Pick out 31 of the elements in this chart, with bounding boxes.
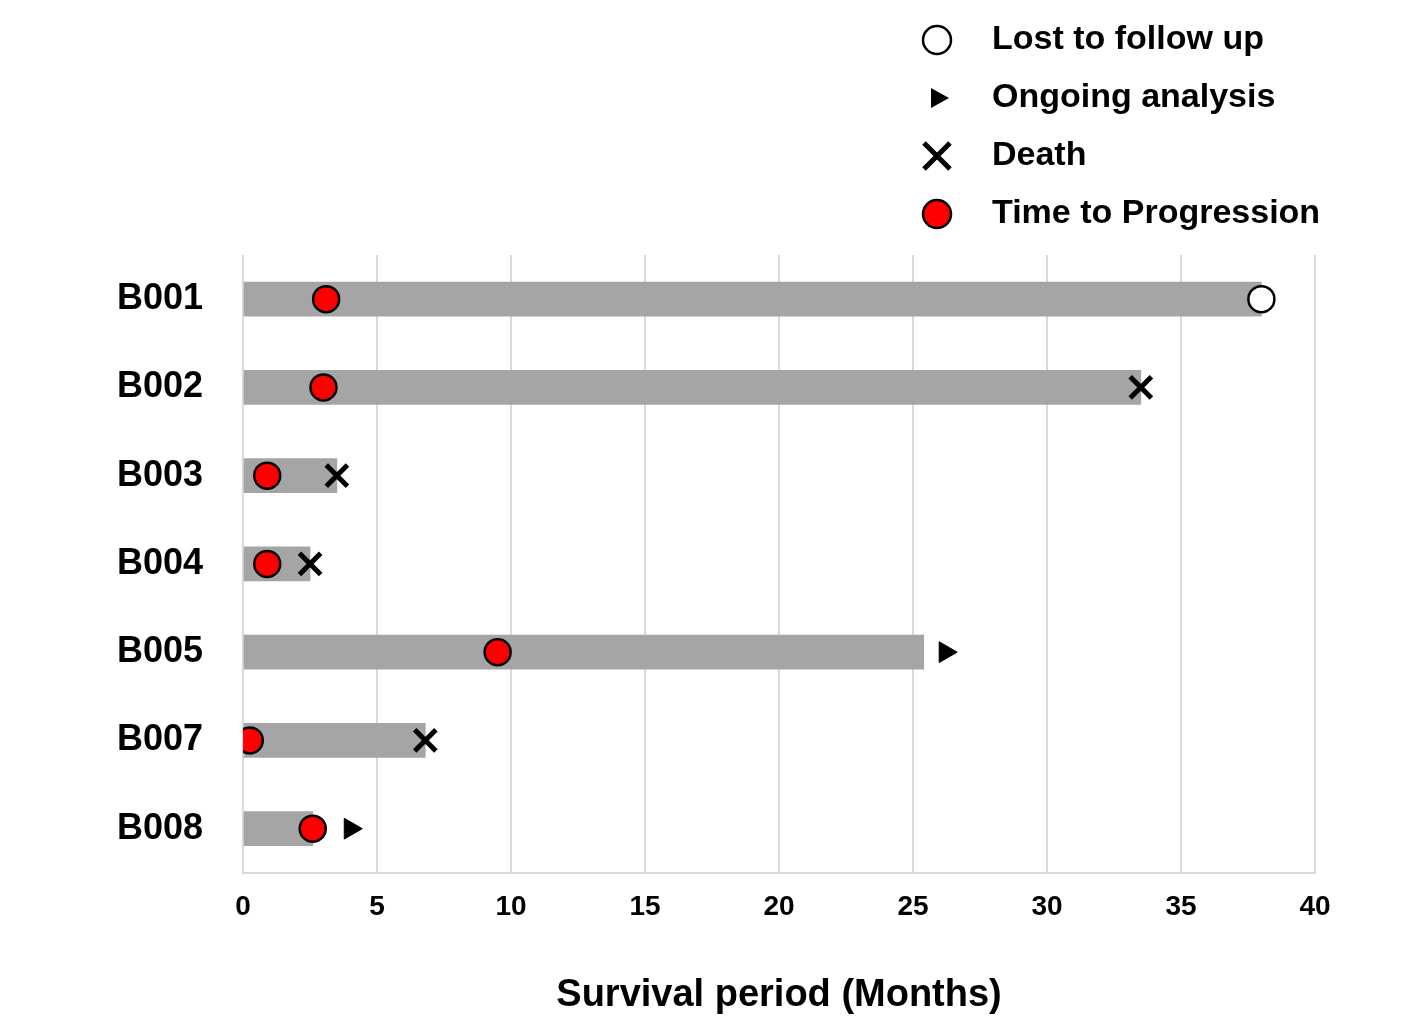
legend-label: Lost to follow up: [992, 18, 1264, 57]
y-tick-label: B001: [117, 276, 204, 318]
point: [483, 637, 512, 667]
point: [298, 814, 327, 843]
bar: [243, 723, 426, 758]
bar: [243, 634, 925, 670]
x-tick-label: 30: [1031, 890, 1063, 922]
y-tick-label: B007: [117, 717, 204, 759]
legend-label: Ongoing analysis: [992, 76, 1276, 115]
legend-label: Time to Progression: [992, 192, 1321, 231]
y-tick-label: B008: [117, 805, 204, 847]
point: [1247, 284, 1276, 314]
x-tick-label: 10: [495, 890, 527, 922]
x-tick-label: 5: [369, 890, 385, 922]
x-tick-label: 35: [1165, 890, 1197, 922]
y-tick-label: B005: [117, 629, 204, 671]
point: [311, 284, 341, 314]
point: [252, 461, 282, 490]
legend-label: Death: [992, 134, 1087, 173]
x-tick-label: 15: [629, 890, 661, 922]
x-tick-label: 25: [897, 890, 929, 922]
y-tick-label: B003: [117, 452, 204, 494]
x-tick-label: 40: [1299, 890, 1331, 922]
x-tick-label: 20: [763, 890, 795, 922]
y-tick-label: B002: [117, 364, 204, 406]
bar: [243, 370, 1142, 405]
bar: [243, 281, 1262, 317]
y-tick-label: B004: [117, 540, 204, 582]
x-axis-title: Survival period (Months): [556, 971, 1002, 1014]
point: [309, 373, 338, 402]
x-tick-label: 0: [235, 890, 251, 922]
